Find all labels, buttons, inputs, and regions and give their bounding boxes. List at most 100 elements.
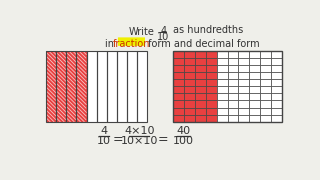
Bar [249, 72, 260, 79]
Bar [173, 100, 184, 107]
Bar [117, 51, 127, 122]
Text: Write: Write [129, 27, 155, 37]
Bar [127, 51, 137, 122]
Bar [271, 51, 282, 58]
Bar [206, 72, 217, 79]
Bar [184, 72, 195, 79]
Bar [206, 79, 217, 86]
Bar [137, 51, 147, 122]
Bar [184, 100, 195, 107]
Bar [238, 115, 249, 122]
Text: 10×10: 10×10 [121, 136, 158, 146]
Bar [173, 115, 184, 122]
Bar [173, 72, 184, 79]
Bar [238, 93, 249, 100]
Bar [217, 72, 228, 79]
Bar [173, 107, 184, 115]
Bar [228, 72, 238, 79]
Bar [217, 65, 228, 72]
Bar [271, 72, 282, 79]
Bar [228, 65, 238, 72]
Bar [249, 86, 260, 93]
Bar [184, 58, 195, 65]
Bar [195, 100, 206, 107]
Bar [228, 100, 238, 107]
Bar [217, 93, 228, 100]
Bar [238, 79, 249, 86]
Bar [195, 65, 206, 72]
Bar [195, 79, 206, 86]
Bar [97, 51, 107, 122]
Bar [260, 100, 271, 107]
Text: 100: 100 [173, 136, 194, 146]
Bar [238, 107, 249, 115]
Bar [206, 86, 217, 93]
Bar [228, 51, 238, 58]
Bar [271, 115, 282, 122]
Bar [260, 79, 271, 86]
Bar [271, 93, 282, 100]
Text: as hundredths: as hundredths [173, 25, 244, 35]
Bar [76, 51, 86, 122]
Bar [173, 51, 184, 58]
Bar [86, 51, 97, 122]
Bar [173, 65, 184, 72]
Bar [271, 58, 282, 65]
Bar [238, 72, 249, 79]
Bar [260, 51, 271, 58]
Text: 40: 40 [176, 126, 190, 136]
Bar [46, 51, 56, 122]
Bar [260, 115, 271, 122]
Bar [56, 51, 66, 122]
Bar [217, 79, 228, 86]
Bar [271, 107, 282, 115]
Bar [228, 115, 238, 122]
Bar [271, 79, 282, 86]
Text: 4: 4 [100, 126, 107, 136]
Bar [260, 86, 271, 93]
Text: in: in [105, 39, 117, 49]
Bar [97, 51, 107, 122]
Bar [260, 58, 271, 65]
Bar [249, 93, 260, 100]
Bar [66, 51, 76, 122]
Bar [206, 93, 217, 100]
Text: form and decimal form: form and decimal form [145, 39, 260, 49]
Bar [206, 115, 217, 122]
Bar [206, 58, 217, 65]
Bar [249, 115, 260, 122]
Bar [217, 51, 228, 58]
Bar [217, 86, 228, 93]
Bar [228, 86, 238, 93]
Bar [206, 100, 217, 107]
Bar [249, 65, 260, 72]
Text: =: = [112, 133, 123, 146]
Bar [217, 107, 228, 115]
Bar [184, 107, 195, 115]
Bar [184, 86, 195, 93]
Bar [56, 51, 66, 122]
Bar [66, 51, 76, 122]
Bar [217, 115, 228, 122]
Bar [260, 107, 271, 115]
Bar [173, 51, 282, 122]
Bar [249, 100, 260, 107]
FancyBboxPatch shape [118, 37, 145, 46]
Bar [260, 65, 271, 72]
Bar [249, 79, 260, 86]
Bar [86, 51, 97, 122]
Bar [46, 51, 56, 122]
Bar [271, 100, 282, 107]
Bar [184, 115, 195, 122]
Text: 10: 10 [97, 136, 110, 146]
Bar [260, 72, 271, 79]
Bar [260, 93, 271, 100]
Bar [195, 107, 206, 115]
Bar [249, 51, 260, 58]
Bar [195, 93, 206, 100]
Text: fraction: fraction [113, 39, 150, 49]
Bar [271, 86, 282, 93]
Bar [206, 51, 217, 58]
Bar [206, 65, 217, 72]
Bar [137, 51, 147, 122]
